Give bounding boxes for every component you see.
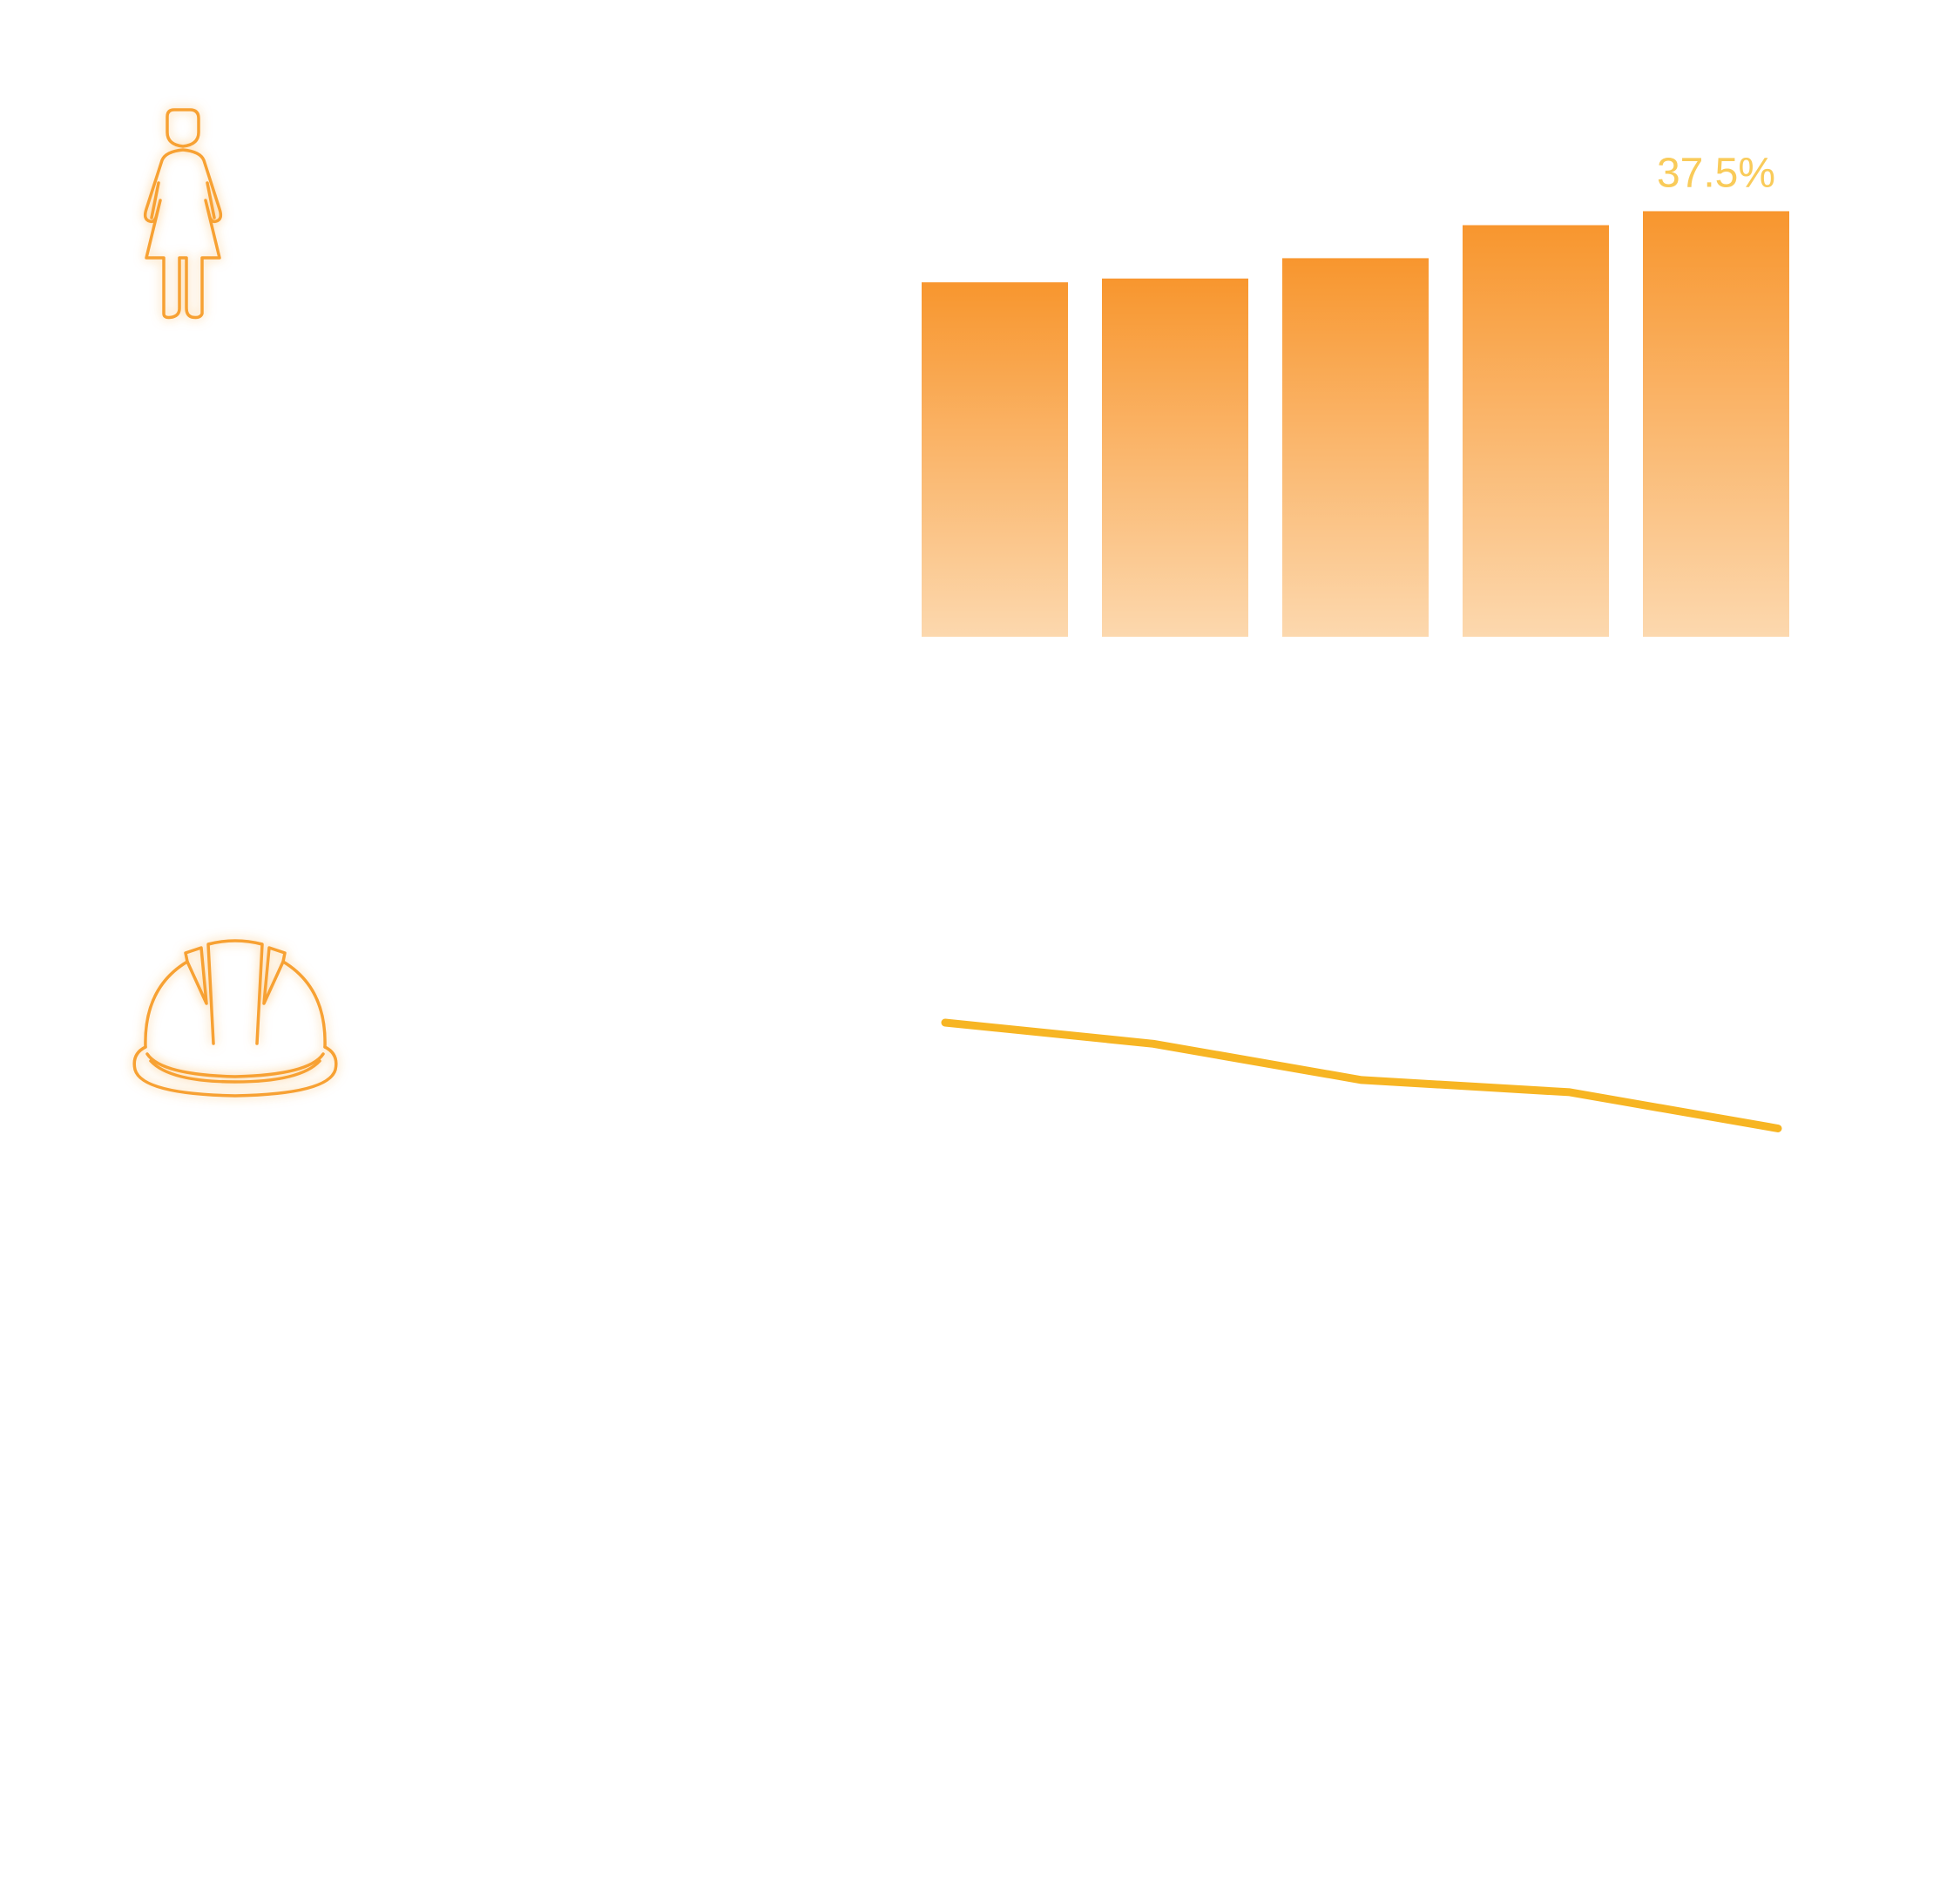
line-series: [941, 1018, 1782, 1132]
bar-5-data-label: 37.5%: [1657, 150, 1775, 196]
bar-4: [1463, 225, 1609, 637]
hard-hat-icon: [132, 939, 338, 1098]
bar-chart: 37.5%: [922, 150, 1789, 638]
bar-data-labels: 37.5%: [1657, 150, 1775, 196]
hard-hat-icon-container: [126, 932, 344, 1106]
bar-series: [922, 211, 1789, 638]
woman-icon-container: [122, 106, 244, 324]
bar-1: [922, 282, 1068, 637]
line-series-path: [941, 1018, 1782, 1132]
bar-5: [1643, 211, 1789, 638]
woman-icon: [143, 108, 223, 320]
bar-3: [1282, 258, 1429, 637]
bar-2: [1102, 278, 1248, 637]
